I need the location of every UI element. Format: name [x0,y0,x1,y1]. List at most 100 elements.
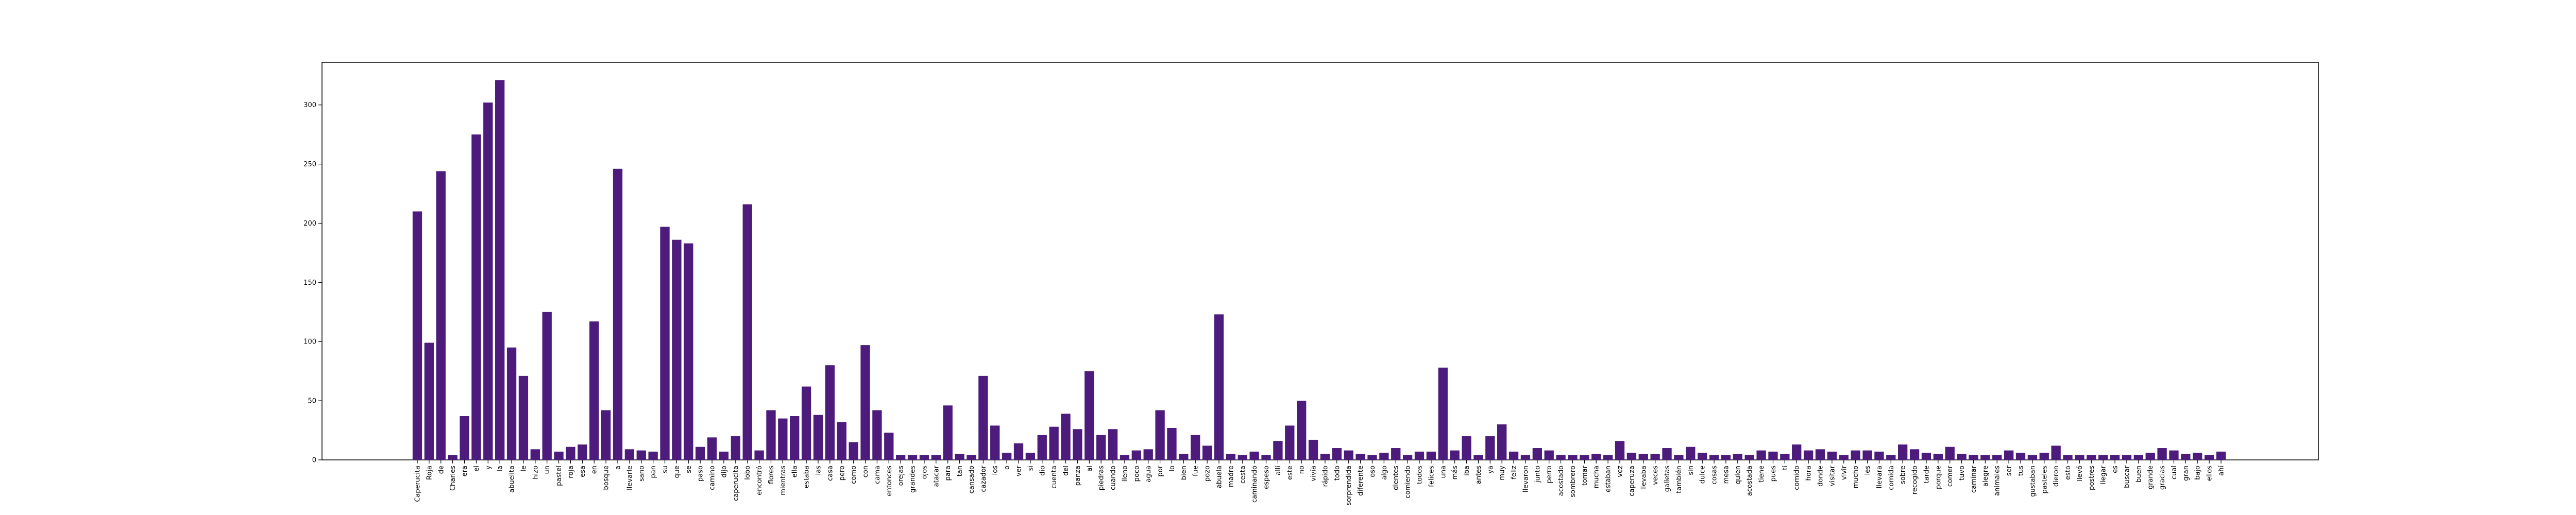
x-tick-label: dieron [2053,466,2060,487]
x-tick-label: agua [1145,466,1153,482]
x-tick-label: cuenta [1050,466,1058,489]
bar [1768,451,1778,460]
bar [696,447,705,460]
bar [1096,435,1106,460]
bar [943,405,953,460]
x-tick-label: oso [1369,466,1377,477]
bar [1355,454,1365,460]
bar [1462,436,1471,460]
x-tick-label: cansado [968,466,976,493]
bar [1603,455,1613,460]
bar [1002,453,1012,460]
bar [2133,455,2143,460]
x-tick-label: era [461,466,469,476]
bar [1839,455,1849,460]
bar [884,433,894,460]
x-tick-label: cama [874,466,882,484]
x-tick-label: atacar [933,465,940,487]
x-tick-label: tus [2018,466,2025,476]
bar [1520,455,1531,460]
bar [1721,455,1731,460]
bar [578,444,587,460]
y-tick-label: 0 [312,457,316,465]
bar [636,450,646,460]
bar [2216,451,2226,460]
bar [754,450,764,460]
bar [1532,448,1542,460]
bar [672,239,682,460]
bar [1037,435,1047,460]
x-tick-label: algo [1381,466,1388,480]
x-tick-label: buen [2135,466,2143,483]
x-tick-label: iba [1463,466,1471,476]
bar [778,418,788,460]
bar [2181,454,2191,460]
bar [624,449,635,460]
x-tick-label: pero [838,466,846,480]
bar [1686,447,1696,460]
x-tick-label: dio [1039,466,1046,476]
bar [1379,453,1389,460]
bar [1261,455,1271,460]
bar [2063,455,2073,460]
bar [2110,455,2120,460]
bar [471,134,481,460]
bar [1438,367,1448,460]
bar [1414,451,1425,460]
bar [1497,424,1507,460]
bar [825,365,835,460]
x-tick-label: es [2112,466,2120,473]
bar [1191,435,1200,460]
x-tick-label: más [1451,466,1459,480]
x-tick-label: a [615,466,622,470]
bar [1013,443,1024,460]
bar [495,80,505,460]
x-tick-label: con [862,466,870,477]
bar [1556,455,1566,460]
bar [1886,455,1896,460]
x-tick-label: camino [709,466,717,490]
x-tick-label: se [685,466,693,473]
x-tick-label: roja [567,466,575,478]
x-tick-label: las [815,466,823,475]
x-tick-label: alegre [1982,466,1990,487]
bar [412,211,422,460]
x-tick-label: poco [1133,466,1141,482]
bar [990,425,1000,460]
bar [1626,453,1637,460]
x-tick-label: de [437,466,445,474]
x-tick-label: entonces [886,466,893,496]
x-tick-label: perro [1546,466,1553,483]
bar [1473,455,1483,460]
bar [1921,453,1931,460]
bar [542,312,552,460]
x-tick-label: porque [1935,466,1942,489]
x-tick-label: abuela [1216,466,1224,488]
bar [849,442,858,460]
bar [530,449,540,460]
x-tick-label: caperuza [1628,466,1636,496]
x-tick-label: donde [1817,466,1825,487]
x-tick-label: llevara [1876,466,1884,488]
bar [1084,371,1094,460]
x-tick-label: pues [1770,466,1777,482]
x-tick-label: acostado [1557,466,1565,496]
x-tick-label: antes [1475,466,1483,484]
bar [1308,439,1318,460]
x-tick-label: sobre [1900,466,1907,484]
x-tick-label: diferente [1357,466,1365,496]
bar [707,437,717,460]
bar [2169,450,2179,460]
x-tick-label: mesa [1722,466,1730,484]
x-tick-label: del [1062,466,1070,476]
bar [589,321,599,460]
bar [1402,455,1413,460]
x-tick-label: caperucita [732,466,740,501]
bar [2122,455,2132,460]
x-tick-label: tomar [1581,465,1589,486]
x-tick-label: ella [791,466,799,477]
x-tick-label: feliz [1511,466,1518,479]
x-tick-label: espeso [1263,466,1270,489]
x-tick-label: muy [1499,466,1506,480]
